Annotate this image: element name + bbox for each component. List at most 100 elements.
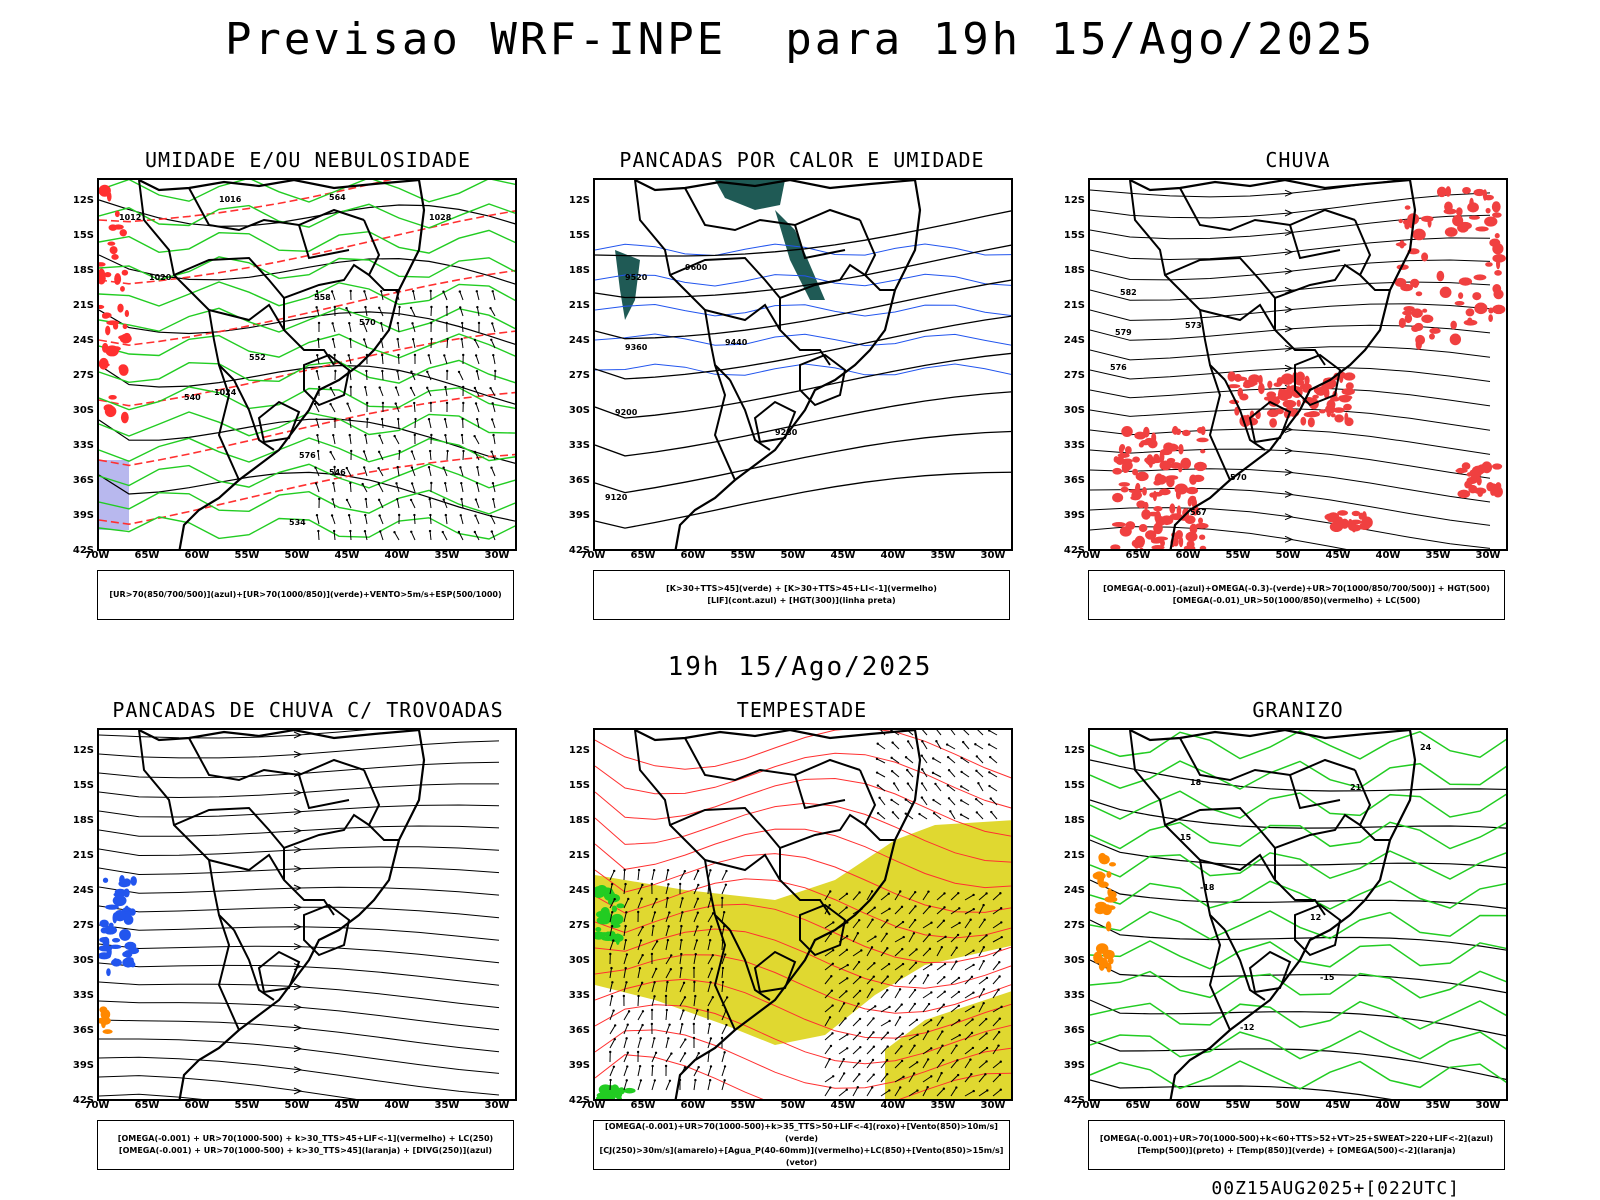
- wind-vector: [473, 530, 480, 541]
- wind-850-area: [616, 903, 625, 909]
- temp850-contour: [1090, 730, 1506, 760]
- contour-label: 9200: [615, 408, 638, 417]
- wind-vector: [441, 530, 448, 541]
- rain-area: [1466, 476, 1478, 485]
- wind-vector: [989, 755, 998, 764]
- wind-vector: [920, 782, 928, 792]
- wind-vector: [992, 1030, 1001, 1041]
- contour-label: 558: [314, 293, 331, 302]
- wind-vector: [444, 433, 448, 445]
- temp500-contour: [1090, 999, 1506, 1037]
- wind-vector: [908, 1033, 919, 1041]
- wind-vector: [950, 1044, 958, 1055]
- wind-vector: [318, 497, 321, 509]
- divergence-area: [126, 957, 134, 963]
- latitude-label: 15S: [568, 780, 590, 791]
- streamline-850: [595, 1004, 1011, 1065]
- political-border: [283, 263, 370, 330]
- wind-vector: [852, 1086, 860, 1097]
- wind-vector: [609, 869, 616, 881]
- pressure-contour: [99, 471, 515, 522]
- wind-vector: [665, 1079, 672, 1091]
- wind-vector: [665, 954, 673, 965]
- latitude-label: 21S: [568, 850, 590, 861]
- rain-area: [1485, 262, 1493, 267]
- wind-vector: [332, 481, 336, 493]
- contour-label: 576: [299, 451, 316, 460]
- rain-area: [1422, 308, 1428, 313]
- streamline: [99, 846, 500, 857]
- streamline-arrow: [1284, 306, 1294, 314]
- longitude-label: 60W: [680, 550, 706, 561]
- wind-vector: [623, 924, 627, 937]
- contour-label: 534: [289, 518, 306, 527]
- latitude-label: 33S: [568, 440, 590, 451]
- rain-area: [1149, 492, 1156, 498]
- wind-vector: [313, 402, 320, 413]
- wind-vector: [824, 1032, 834, 1041]
- streamline: [1090, 192, 1491, 219]
- wind-vector: [345, 306, 352, 317]
- wind-vector: [637, 966, 642, 979]
- wind-vector: [491, 402, 496, 413]
- wind-vector: [992, 1017, 1002, 1027]
- temp500-contour: [1090, 839, 1506, 869]
- rain-area: [1326, 399, 1336, 410]
- wind-vector: [950, 1004, 961, 1013]
- wind-vector: [960, 785, 970, 792]
- wind-vector: [428, 449, 432, 461]
- wind-vector: [378, 434, 384, 445]
- wind-vector: [950, 1059, 959, 1069]
- streamline-arrow: [293, 789, 303, 797]
- humidity-contour: [99, 437, 515, 463]
- latitude-label: 24S: [1063, 885, 1085, 896]
- wind-vector: [922, 1018, 933, 1027]
- streamline: [99, 1019, 500, 1053]
- divergence-area: [119, 874, 125, 886]
- rain-area: [1444, 227, 1458, 237]
- latitude-label: 27S: [1063, 370, 1085, 381]
- wind-vector: [459, 466, 464, 477]
- omega-area: [1102, 949, 1115, 960]
- wind-vector: [931, 771, 942, 778]
- rain-area: [1415, 291, 1423, 297]
- rain-area: [1142, 486, 1147, 496]
- rain-area: [1266, 409, 1279, 418]
- political-border: [173, 806, 285, 849]
- omega-area: [1098, 961, 1105, 971]
- political-border: [1129, 180, 1226, 381]
- political-border: [1289, 224, 1341, 260]
- streamline: [99, 761, 500, 779]
- panel-legend: [K>30+TTS>45](verde) + [K>30+TTS>45+LI<-…: [593, 570, 1010, 620]
- rain-area: [1198, 517, 1203, 525]
- lif-contour: [595, 333, 1011, 347]
- wind-vector: [665, 911, 671, 923]
- wind-vector: [935, 740, 942, 750]
- hgt-contour: [595, 471, 1011, 529]
- rain-area: [1117, 452, 1130, 459]
- wind-vector: [950, 1033, 961, 1041]
- wind-vector: [878, 796, 886, 806]
- hgt-contour: [595, 430, 1011, 494]
- wind-vector: [964, 1073, 973, 1083]
- wind-vector: [866, 1086, 874, 1097]
- rain-area: [1469, 197, 1474, 209]
- wind-vector: [411, 337, 416, 349]
- wind-vector: [413, 401, 416, 413]
- wind-vector: [460, 433, 464, 445]
- wind-vector: [315, 290, 320, 301]
- wind-vector: [964, 963, 975, 971]
- wind-vector: [393, 531, 400, 541]
- wind-vector: [866, 1058, 875, 1069]
- political-border: [1224, 929, 1266, 1001]
- rain-area: [1200, 426, 1206, 436]
- wind-vector: [490, 338, 496, 349]
- wind-vector: [345, 498, 352, 509]
- wind-vector: [623, 1065, 629, 1077]
- rain-area: [1280, 373, 1294, 385]
- streamline-arrow: [1284, 209, 1294, 217]
- contour-label: 12: [1310, 913, 1321, 922]
- wind-vector: [623, 897, 630, 909]
- longitude-label: 60W: [184, 1100, 210, 1111]
- latitude-label: 24S: [1063, 335, 1085, 346]
